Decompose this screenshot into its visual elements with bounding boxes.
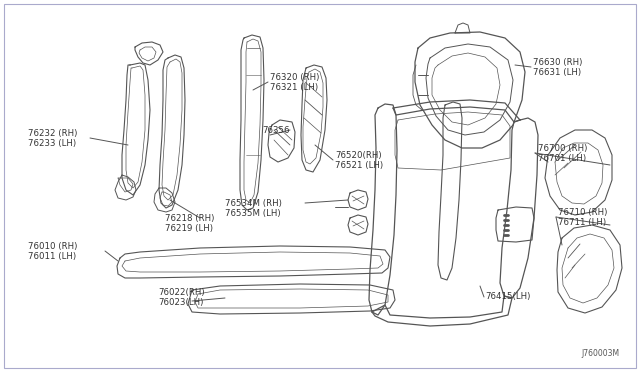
Text: 76415(LH): 76415(LH)	[485, 292, 531, 301]
Text: 76710 (RH): 76710 (RH)	[558, 208, 607, 217]
Text: 76233 (LH): 76233 (LH)	[28, 138, 76, 148]
Text: 76520(RH): 76520(RH)	[335, 151, 381, 160]
Text: 76321 (LH): 76321 (LH)	[270, 83, 318, 92]
Text: J760003M: J760003M	[582, 349, 620, 358]
Text: 76521 (LH): 76521 (LH)	[335, 160, 383, 170]
Text: 76011 (LH): 76011 (LH)	[28, 251, 76, 260]
Text: 76534M (RH): 76534M (RH)	[225, 199, 282, 208]
Text: 76023(LH): 76023(LH)	[158, 298, 204, 308]
Text: 76631 (LH): 76631 (LH)	[533, 67, 581, 77]
Text: 76535M (LH): 76535M (LH)	[225, 208, 280, 218]
Text: 76320 (RH): 76320 (RH)	[270, 73, 319, 81]
Text: 76022(RH): 76022(RH)	[158, 289, 205, 298]
Text: 76701 (LH): 76701 (LH)	[538, 154, 586, 163]
Text: 76010 (RH): 76010 (RH)	[28, 241, 77, 250]
Text: 76356: 76356	[262, 125, 289, 135]
Text: 76232 (RH): 76232 (RH)	[28, 128, 77, 138]
Text: 76219 (LH): 76219 (LH)	[165, 224, 213, 232]
Text: 76700 (RH): 76700 (RH)	[538, 144, 588, 153]
Text: 76711 (LH): 76711 (LH)	[558, 218, 606, 227]
Text: 76218 (RH): 76218 (RH)	[165, 214, 214, 222]
Text: 76630 (RH): 76630 (RH)	[533, 58, 582, 67]
